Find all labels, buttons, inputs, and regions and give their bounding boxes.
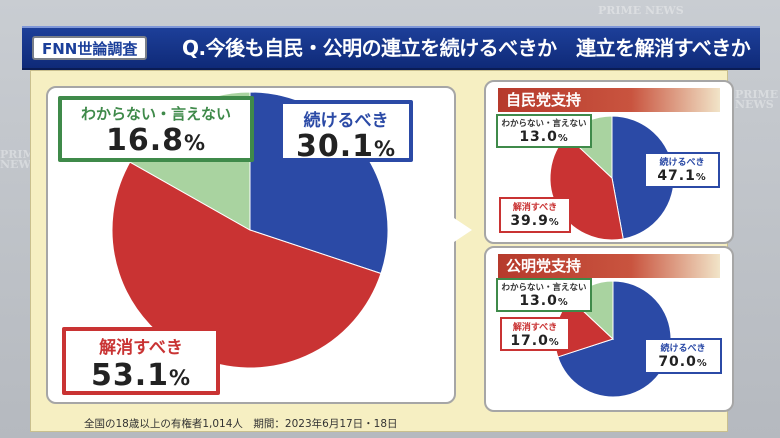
survey-badge: FNN世論調査 xyxy=(32,36,148,60)
label-title: 解消すべき xyxy=(512,323,558,333)
label-number: 30.1 xyxy=(295,129,374,164)
label-number: 16.8 xyxy=(105,123,184,158)
header-bar: FNN世論調査 Q.今後も自民・公明の連立を続けるべきか 連立を解消すべきか xyxy=(22,26,760,70)
komeito-chart-title: 公明党支持 xyxy=(498,254,720,278)
label-title: わからない・言えない xyxy=(501,283,587,293)
label-value: 47.1% xyxy=(646,168,718,186)
label-value: 39.9% xyxy=(501,213,569,231)
label-number: 70.0 xyxy=(658,354,697,370)
label-unit: % xyxy=(557,133,569,144)
label-value: 17.0% xyxy=(502,333,568,351)
label-title: わからない・言えない xyxy=(501,119,587,129)
label-unit: % xyxy=(548,217,560,228)
label-number: 13.0 xyxy=(519,293,558,309)
label-unit: % xyxy=(168,366,192,390)
watermark-text: PRIME NEWS xyxy=(598,4,684,17)
label-unit: % xyxy=(557,297,569,308)
label-value: 70.0% xyxy=(646,354,720,372)
ldp-label-continue: 続けるべき 47.1% xyxy=(644,152,720,188)
card-pointer xyxy=(454,218,472,242)
ldp-chart-title: 自民党支持 xyxy=(498,88,720,112)
ldp-label-unknown: わからない・言えない 13.0% xyxy=(496,114,592,148)
label-value: 13.0% xyxy=(498,129,590,147)
main-label-unknown: わからない・言えない 16.8% xyxy=(58,96,254,162)
label-title: 解消すべき xyxy=(99,338,183,358)
label-unit: % xyxy=(696,358,708,369)
label-number: 39.9 xyxy=(510,213,549,229)
label-title: わからない・言えない xyxy=(80,105,231,123)
survey-footnote: 全国の18歳以上の有権者1,014人 期間：2023年6月17日・18日 xyxy=(84,418,398,430)
watermark-text: PRIME NEWS xyxy=(735,88,779,111)
label-value: 30.1% xyxy=(283,131,409,165)
main-label-continue: 続けるべき 30.1% xyxy=(279,100,413,165)
label-value: 13.0% xyxy=(498,293,590,311)
ldp-label-dissolve: 解消すべき 39.9% xyxy=(499,197,571,233)
watermark-logo: PRIME NEWS xyxy=(0,149,43,170)
label-unit: % xyxy=(695,172,707,183)
komeito-label-dissolve: 解消すべき 17.0% xyxy=(500,317,570,351)
label-number: 53.1 xyxy=(90,358,169,393)
watermark-text: PRIME NEWS xyxy=(0,148,44,171)
label-number: 13.0 xyxy=(519,129,558,145)
label-unit: % xyxy=(548,337,560,348)
label-title: 続けるべき xyxy=(659,158,705,168)
label-title: 続けるべき xyxy=(303,111,389,131)
label-value: 53.1% xyxy=(66,358,216,396)
label-unit: % xyxy=(183,131,207,155)
watermark-logo: PRIME NEWS xyxy=(735,88,779,111)
label-unit: % xyxy=(373,137,397,161)
label-title: 続けるべき xyxy=(660,344,706,354)
watermark-logo: PRIME NEWS xyxy=(598,4,684,17)
label-number: 17.0 xyxy=(510,333,549,349)
komeito-label-continue: 続けるべき 70.0% xyxy=(644,338,722,374)
label-value: 16.8% xyxy=(62,124,250,160)
komeito-label-unknown: わからない・言えない 13.0% xyxy=(496,278,592,312)
main-label-dissolve: 解消すべき 53.1% xyxy=(62,327,220,395)
label-number: 47.1 xyxy=(657,168,696,184)
question-title: Q.今後も自民・公明の連立を続けるべきか 連立を解消すべきか xyxy=(182,36,751,60)
label-title: 解消すべき xyxy=(512,203,558,213)
